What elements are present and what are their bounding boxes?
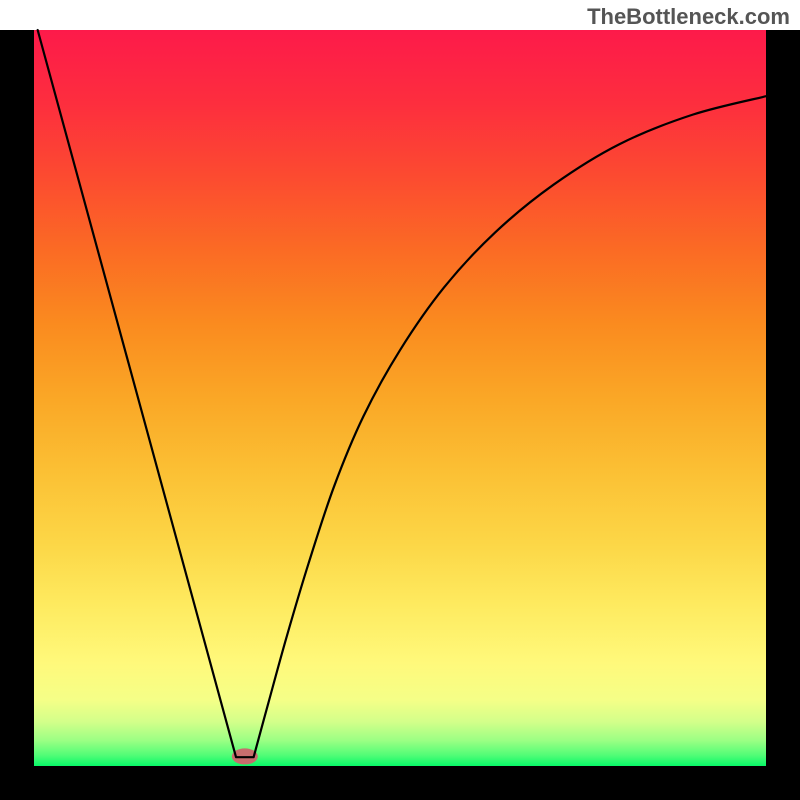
bottleneck-chart [0, 0, 800, 800]
chart-container: TheBottleneck.com [0, 0, 800, 800]
border-left [0, 30, 34, 800]
plot-area [34, 30, 766, 766]
border-right [766, 30, 800, 800]
border-bottom [0, 766, 800, 800]
